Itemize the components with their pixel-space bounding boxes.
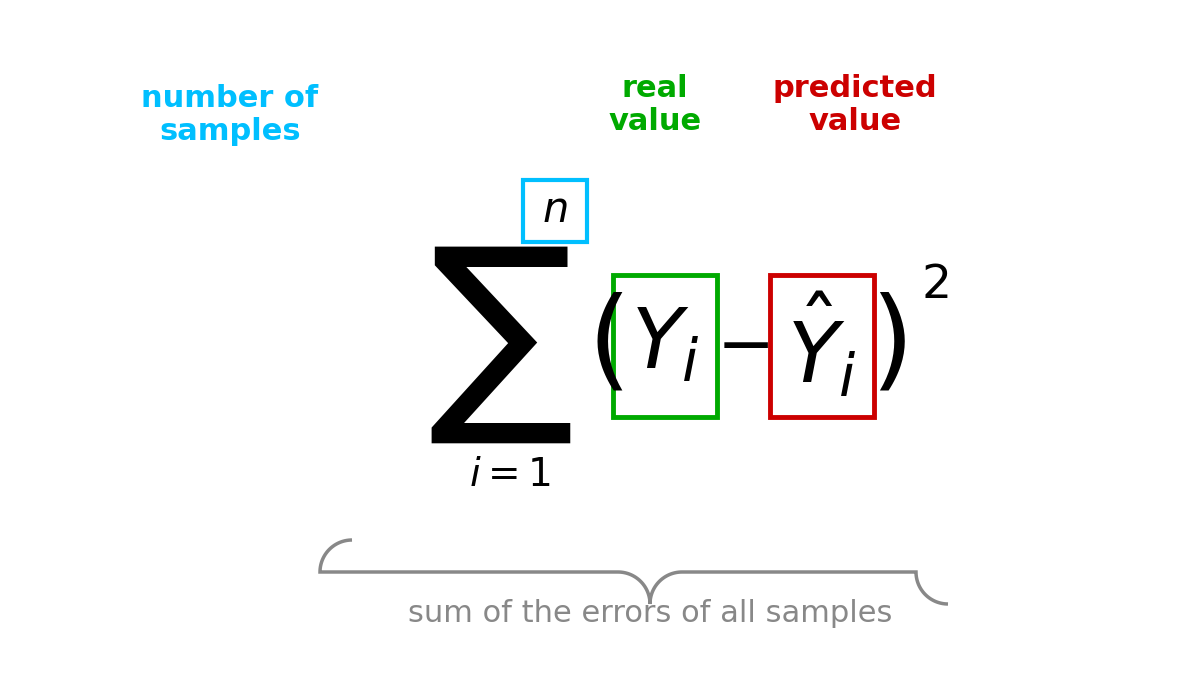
- Text: $-$: $-$: [715, 311, 768, 379]
- Text: $2$: $2$: [922, 263, 949, 308]
- Text: $\sum$: $\sum$: [428, 245, 571, 446]
- Text: real
value: real value: [608, 74, 702, 136]
- Text: number of
samples: number of samples: [142, 84, 318, 146]
- Text: $\hat{Y}_i$: $\hat{Y}_i$: [787, 290, 857, 400]
- Text: $i{=}1$: $i{=}1$: [469, 456, 551, 494]
- Text: $($: $($: [587, 292, 623, 398]
- Text: $)$: $)$: [870, 292, 906, 398]
- Text: $Y_i$: $Y_i$: [630, 304, 700, 385]
- Text: predicted
value: predicted value: [773, 74, 937, 136]
- Text: sum of the errors of all samples: sum of the errors of all samples: [408, 599, 892, 628]
- Text: $n$: $n$: [542, 189, 568, 231]
